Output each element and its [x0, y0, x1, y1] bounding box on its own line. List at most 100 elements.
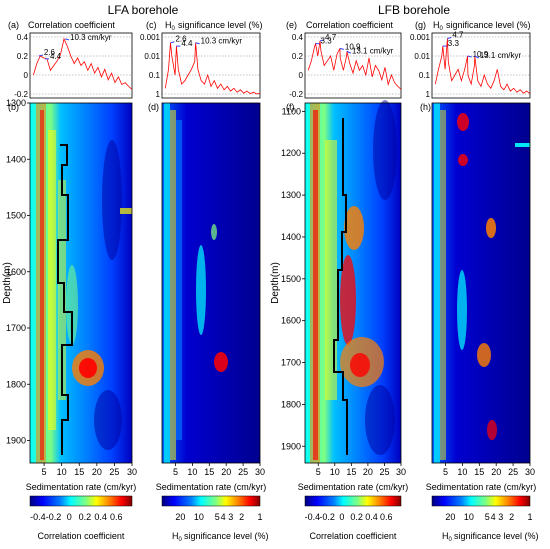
cbar-tick-label: 3 — [498, 512, 503, 522]
xlabel-d: Sedimentation rate (cm/kyr) — [156, 482, 267, 492]
cbar-label-corr-right: Correlation coefficient — [310, 531, 397, 541]
ytick-label: 0.4 — [292, 33, 304, 42]
cbar-tick-label: 3 — [228, 512, 233, 522]
annotation-label: 10.3 cm/kyr — [201, 37, 243, 46]
cbar-tick-label: -0.2 — [46, 512, 62, 522]
xtick-label: 15 — [74, 467, 84, 477]
heatmap-f — [304, 100, 402, 464]
ytick-label: 1500 — [281, 274, 301, 284]
series-line — [164, 42, 261, 95]
ytick-label: 1600 — [6, 267, 26, 277]
ytick-label: 0.4 — [17, 33, 29, 42]
xtick-label: 20 — [363, 467, 373, 477]
cbar-tick-label: 1 — [257, 512, 262, 522]
cbar-tick-label: 4 — [221, 512, 226, 522]
xtick-label: 10 — [57, 467, 67, 477]
xtick-label: 15 — [204, 467, 214, 477]
xtick-label: 10 — [457, 467, 467, 477]
ytick-label: 1400 — [6, 154, 26, 164]
cbar-label-corr-left: Correlation coefficient — [38, 531, 125, 541]
xtick-label: 25 — [379, 467, 389, 477]
cbar-tick-label: 0 — [67, 512, 72, 522]
cbar-tick-label: 0.6 — [380, 512, 393, 522]
plot-e: 0.4 0.2 0 -0.2 4.73.3 10.913.1 cm/kyr — [289, 32, 402, 99]
cbar-tick-label: 1 — [527, 512, 532, 522]
xtick-label: 30 — [127, 467, 137, 477]
cbar-label-sig-right: significance level (%) — [454, 531, 539, 541]
ytick-label: -0.2 — [289, 90, 303, 99]
ytick-label: 0.1 — [419, 71, 431, 80]
annotation-leader — [339, 47, 345, 50]
panel-letter-d: (d) — [148, 102, 159, 112]
ytick-label: 0.2 — [292, 52, 304, 61]
xtick-label: 15 — [346, 467, 356, 477]
ytick-label: 1300 — [281, 190, 301, 200]
ytick-label: 0 — [24, 71, 29, 80]
ytick-label: 1900 — [281, 441, 301, 451]
xtick-label: 10 — [187, 467, 197, 477]
ytick-label: 0.01 — [414, 52, 430, 61]
annotation-leader — [38, 54, 43, 57]
heatmap-d — [161, 102, 261, 464]
depth-label-f: Depth(m) — [270, 262, 281, 304]
xtick-label: 15 — [474, 467, 484, 477]
cbar-h-symbol-right: H0 — [442, 531, 453, 543]
annotation-label: 4.7 — [325, 33, 337, 42]
cbar-tick-label: 20 — [175, 512, 185, 522]
panel-title-a: Correlation coefficient — [28, 20, 115, 30]
ytick-label: 1900 — [6, 436, 26, 446]
ytick-label: 1 — [426, 90, 431, 99]
series-line — [307, 40, 402, 90]
cbar-tick-label: 2 — [509, 512, 514, 522]
series-line — [33, 37, 133, 90]
xtick-label: 10 — [330, 467, 340, 477]
ytick-label: 1700 — [281, 358, 301, 368]
cbar-tick-label: 10 — [464, 512, 474, 522]
ytick-label: 1100 — [282, 106, 301, 116]
panel-h-symbol-c: H0 — [165, 20, 176, 32]
annotation-label: 13.1 cm/kyr — [480, 51, 522, 60]
cbar-tick-label: 0.2 — [79, 512, 92, 522]
plot-c: 0.001 0.01 0.1 1 2.64.4 10.3 cm/kyr — [140, 32, 261, 99]
annotation-leader — [319, 39, 325, 42]
annotation-leader — [346, 50, 352, 54]
ytick-label: 0.2 — [17, 52, 29, 61]
plot-g: 0.001 0.01 0.1 1 4.73.3 10.913.1 cm/kyr — [410, 31, 531, 99]
series-line — [434, 38, 531, 94]
cbar-tick-label: 2 — [239, 512, 244, 522]
panel-title-c: significance level (%) — [178, 20, 263, 30]
ytick-label: 0.001 — [410, 33, 431, 42]
annotation-label: 3.3 — [321, 37, 333, 46]
annotation-leader — [447, 37, 452, 39]
cbar-tick-label: 10 — [194, 512, 204, 522]
xlabel-f: Sedimentation rate (cm/kyr) — [298, 482, 409, 492]
panel-letter-g: (g) — [415, 20, 426, 30]
ytick-label: -0.2 — [14, 90, 28, 99]
annotation-label: 4.4 — [181, 39, 193, 48]
xtick-label: 5 — [173, 467, 178, 477]
xtick-label: 5 — [443, 467, 448, 477]
xtick-label: 5 — [316, 467, 321, 477]
cbar-tick-label: -0.2 — [319, 512, 335, 522]
cbar-tick-label: 4 — [491, 512, 496, 522]
ytick-label: 1700 — [6, 323, 26, 333]
xtick-label: 20 — [491, 467, 501, 477]
cbar-tick-label: 0 — [339, 512, 344, 522]
xtick-label: 30 — [396, 467, 406, 477]
annotation-label: 2.6 — [44, 48, 56, 57]
ytick-label: 1600 — [281, 316, 301, 326]
xlabel-b: Sedimentation rate (cm/kyr) — [26, 482, 137, 492]
cbar-tick-label: 0.4 — [365, 512, 378, 522]
ytick-label: 0.1 — [149, 71, 161, 80]
cbar-tick-label: 0.6 — [110, 512, 123, 522]
cbar-label-sig-left: significance level (%) — [184, 531, 269, 541]
heatmap-b — [29, 102, 133, 464]
ytick-label: 0.001 — [140, 33, 161, 42]
annotation-leader — [474, 55, 480, 59]
cbar-tick-label: -0.4 — [305, 512, 321, 522]
ytick-label: 1300 — [6, 98, 26, 108]
xtick-label: 25 — [109, 467, 119, 477]
annotation-label: 4.4 — [50, 52, 62, 61]
annotation-label: 3.3 — [448, 39, 460, 48]
